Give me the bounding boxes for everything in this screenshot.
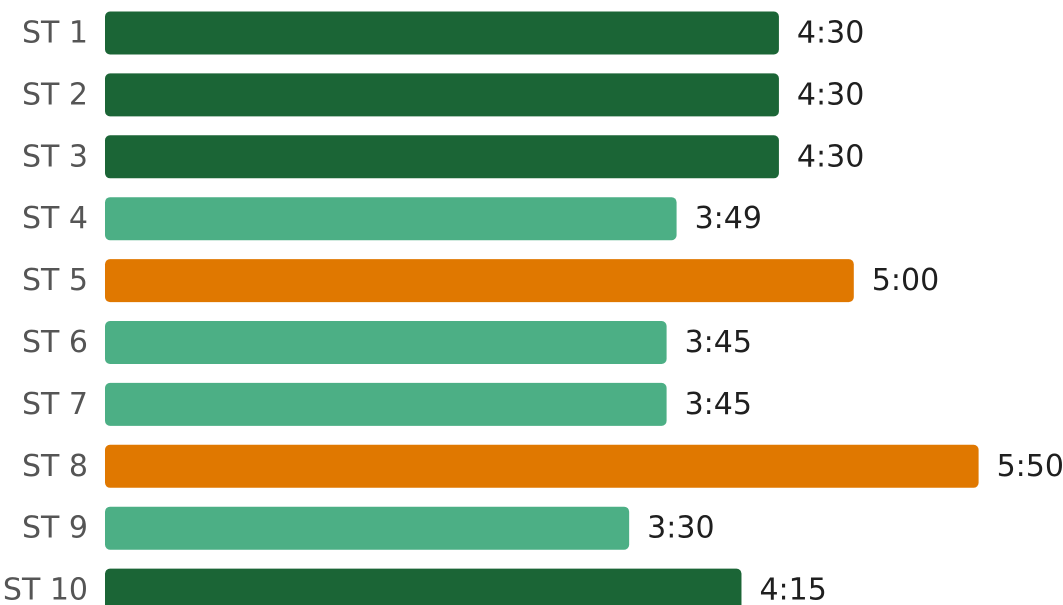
- value-label: 4:30: [797, 139, 864, 174]
- value-label: 5:50: [997, 449, 1063, 484]
- bars-group: [105, 11, 979, 605]
- value-label: 5:00: [872, 263, 939, 298]
- bar-st-2: [105, 73, 779, 117]
- value-label: 3:45: [685, 387, 752, 422]
- value-label: 3:45: [685, 325, 752, 360]
- category-label: ST 5: [22, 263, 88, 298]
- bar-st-5: [105, 259, 854, 303]
- bar-st-9: [105, 506, 630, 550]
- category-label: ST 9: [22, 511, 88, 546]
- category-labels-group: ST 1 ST 2 ST 3 ST 4 ST 5 ST 6 ST 7 ST 8 ST 9 ST 1…: [3, 16, 88, 605]
- value-label: 3:30: [647, 511, 714, 546]
- value-label: 3:49: [695, 201, 762, 236]
- category-label: ST 4: [22, 201, 88, 236]
- bar-st-1: [105, 11, 779, 55]
- bar-st-10: [105, 568, 742, 605]
- category-label: ST 3: [22, 139, 88, 174]
- value-label: 4:30: [797, 16, 864, 51]
- value-label: 4:15: [759, 573, 826, 605]
- bar-st-7: [105, 382, 667, 426]
- category-label: ST 7: [22, 387, 88, 422]
- bar-st-4: [105, 197, 677, 241]
- category-label: ST 1: [22, 16, 88, 51]
- value-labels-group: 4:30 4:30 4:30 3:49 5:00 3:45 3:45 5:50 3:30 4:15: [647, 16, 1063, 605]
- bar-st-8: [105, 444, 979, 488]
- category-label: ST 2: [22, 77, 88, 112]
- category-label: ST 10: [3, 573, 88, 605]
- value-label: 4:30: [797, 77, 864, 112]
- bar-st-6: [105, 321, 667, 364]
- category-label: ST 8: [22, 449, 88, 484]
- category-label: ST 6: [22, 325, 88, 360]
- bar-st-3: [105, 135, 779, 179]
